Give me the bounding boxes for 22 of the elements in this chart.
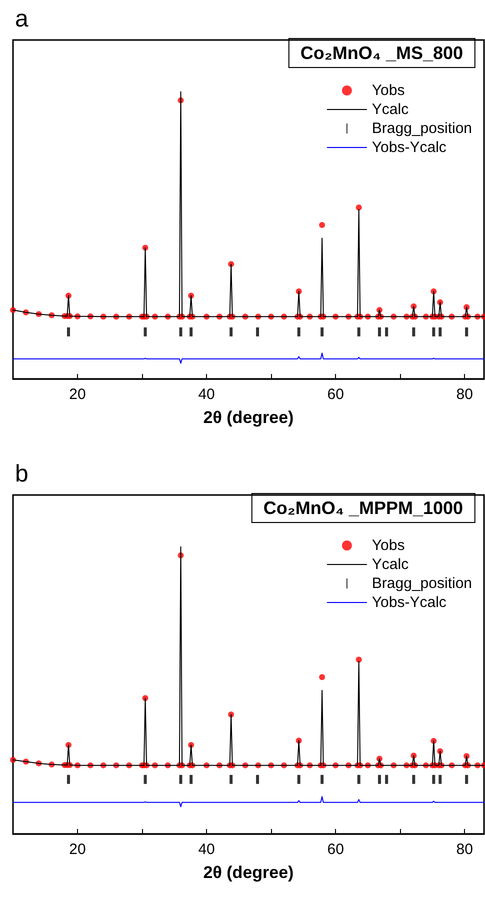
legend-label: Yobs-Ycalc xyxy=(372,594,447,611)
text: Co₂MnO₄ _MPPM_1000 xyxy=(263,498,464,518)
text: Co₂MnO₄ _MS_800 xyxy=(300,43,464,63)
legend-label: Bragg_position xyxy=(372,120,472,137)
x-tick-label: 40 xyxy=(198,386,215,403)
x-tick-label: 80 xyxy=(456,841,473,858)
x-tick-label: 60 xyxy=(327,841,344,858)
x-tick-label: 60 xyxy=(327,386,344,403)
legend-label: Ycalc xyxy=(372,101,410,118)
x-axis-title: 2θ (degree) xyxy=(203,408,294,427)
chart-title: b xyxy=(15,460,28,488)
legend-label: Yobs xyxy=(372,537,405,554)
x-axis-title: 2θ (degree) xyxy=(203,863,294,882)
x-tick-label: 80 xyxy=(456,386,473,403)
x-tick-label: 40 xyxy=(198,841,215,858)
chart-title: a xyxy=(15,6,29,32)
x-tick-label: 20 xyxy=(69,841,86,858)
legend-label: Yobs-Ycalc xyxy=(372,139,447,156)
legend-label: Ycalc xyxy=(372,556,410,573)
x-tick-label: 20 xyxy=(69,386,86,403)
legend-label: Yobs xyxy=(372,82,405,99)
legend-label: Bragg_position xyxy=(372,575,472,592)
